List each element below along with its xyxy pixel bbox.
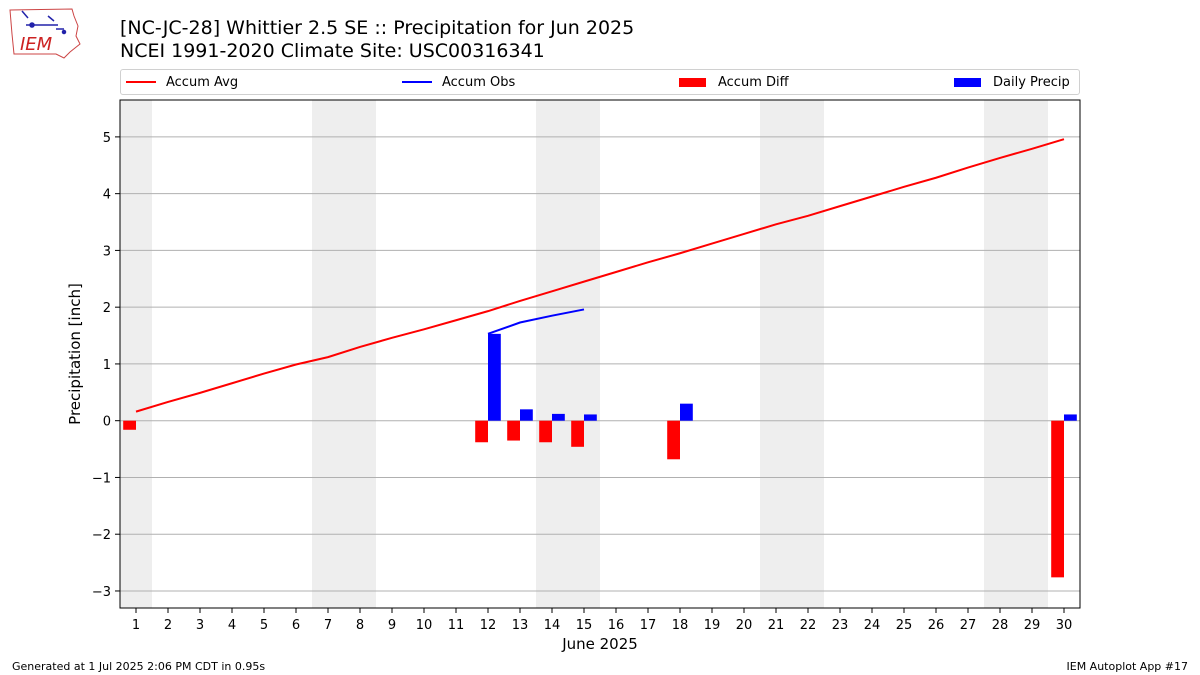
- x-tick-label: 11: [448, 618, 465, 633]
- accum-diff-bar: [539, 420, 552, 443]
- legend-item-daily-precip: Daily Precip: [954, 73, 1070, 91]
- footer-generated-text: Generated at 1 Jul 2025 2:06 PM CDT in 0…: [12, 660, 266, 673]
- x-tick-label: 24: [864, 618, 881, 633]
- weekend-shade: [536, 100, 568, 608]
- legend-label-daily-precip: Daily Precip: [993, 74, 1070, 90]
- legend-item-accum-diff: Accum Diff: [679, 73, 789, 91]
- legend-label-accum-avg: Accum Avg: [166, 74, 239, 90]
- daily-precip-bar: [488, 333, 501, 421]
- x-tick-label: 22: [800, 618, 817, 633]
- x-tick-label: 25: [896, 618, 913, 633]
- x-tick-label: 19: [704, 618, 721, 633]
- x-tick-label: 13: [512, 618, 529, 633]
- x-tick-label: 4: [228, 618, 236, 633]
- x-tick-label: 3: [196, 618, 204, 633]
- legend: Accum Avg Accum Obs Accum Diff Daily Pre…: [120, 69, 1080, 95]
- y-tick-label: −2: [92, 528, 111, 543]
- x-tick-label: 8: [356, 618, 364, 633]
- x-tick-label: 20: [736, 618, 753, 633]
- y-tick-label: 2: [103, 301, 111, 316]
- weather-station-icon: [21, 10, 67, 35]
- weekend-shade: [344, 100, 376, 608]
- x-tick-label: 27: [960, 618, 977, 633]
- weekend-shade: [120, 100, 152, 608]
- accum-diff-bar: [1051, 420, 1064, 578]
- legend-item-accum-obs: Accum Obs: [402, 73, 515, 91]
- x-tick-label: 30: [1056, 618, 1073, 633]
- daily-precip-bar: [680, 403, 693, 421]
- x-tick-label: 15: [576, 618, 593, 633]
- legend-swatch-accum-diff: [679, 77, 706, 87]
- accum-avg-line: [135, 138, 1065, 413]
- y-tick-label: 5: [103, 131, 111, 146]
- weekend-shade: [984, 100, 1016, 608]
- x-tick-label: 14: [544, 618, 561, 633]
- chart-subtitle: NCEI 1991-2020 Climate Site: USC00316341: [120, 40, 545, 62]
- weekend-shade: [760, 100, 792, 608]
- accum-diff-bar: [475, 420, 488, 443]
- y-tick-label: 0: [103, 415, 111, 430]
- legend-label-accum-obs: Accum Obs: [442, 74, 516, 90]
- x-tick-label: 12: [480, 618, 497, 633]
- accum-diff-bar: [667, 420, 680, 460]
- y-tick-label: 1: [103, 358, 111, 373]
- accum-diff-bar: [507, 420, 520, 441]
- x-tick-label: 16: [608, 618, 625, 633]
- daily-precip-bar: [552, 413, 565, 421]
- x-axis-label: June 2025: [561, 635, 638, 653]
- footer-app-text: IEM Autoplot App #17: [1066, 660, 1189, 673]
- x-tick-label: 1: [132, 618, 140, 633]
- x-tick-label: 7: [324, 618, 332, 633]
- x-tick-label: 5: [260, 618, 268, 633]
- daily-precip-bar: [584, 414, 597, 421]
- legend-item-accum-avg: Accum Avg: [126, 73, 238, 91]
- weekend-shade: [568, 100, 600, 608]
- x-tick-label: 6: [292, 618, 300, 633]
- accum-diff-bar: [123, 420, 136, 430]
- y-tick-label: 4: [103, 188, 111, 203]
- daily-precip-bar: [520, 409, 533, 421]
- iem-logo: IEM: [9, 8, 81, 59]
- x-tick-label: 28: [992, 618, 1009, 633]
- chart-title: [NC-JC-28] Whittier 2.5 SE :: Precipitat…: [120, 17, 635, 39]
- plot-frame: [119, 99, 1081, 609]
- y-tick-label: 3: [103, 244, 111, 259]
- x-tick-label: 10: [416, 618, 433, 633]
- x-tick-label: 23: [832, 618, 849, 633]
- daily-precip-bar: [1064, 414, 1077, 421]
- y-tick-label: −1: [92, 471, 111, 486]
- weekend-shade: [792, 100, 824, 608]
- x-tick-label: 2: [164, 618, 172, 633]
- accum-obs-line: [487, 308, 585, 335]
- x-tick-label: 18: [672, 618, 689, 633]
- legend-swatch-daily-precip: [954, 77, 981, 87]
- y-axis-label: Precipitation [inch]: [66, 283, 84, 425]
- weekend-shade: [1016, 100, 1048, 608]
- iowa-outline-icon: [9, 8, 81, 59]
- y-tick-label: −3: [92, 585, 111, 600]
- logo-text: IEM: [20, 34, 53, 55]
- x-tick-label: 26: [928, 618, 945, 633]
- legend-swatch-accum-obs: [402, 81, 432, 83]
- x-tick-label: 21: [768, 618, 785, 633]
- accum-diff-bar: [571, 420, 584, 447]
- legend-swatch-accum-avg: [126, 81, 156, 83]
- legend-label-accum-diff: Accum Diff: [718, 74, 789, 90]
- x-tick-label: 29: [1024, 618, 1041, 633]
- x-tick-label: 17: [640, 618, 657, 633]
- x-tick-label: 9: [388, 618, 396, 633]
